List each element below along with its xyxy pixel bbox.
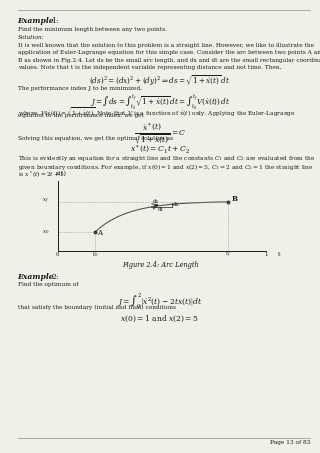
Text: Example: Example — [18, 17, 54, 25]
Text: $t_f$: $t_f$ — [225, 250, 231, 260]
Text: $x(0) = 1$ and $x(2) = 5$: $x(0) = 1$ and $x(2) = 5$ — [120, 313, 200, 324]
Text: $t_0$: $t_0$ — [92, 250, 98, 259]
Text: $J = \int ds = \int_{t_0}^{t_f} \sqrt{1 + \dot{x}(t)}\,dt = \int_{t_0}^{t_f} V(\: $J = \int ds = \int_{t_0}^{t_f} \sqrt{1 … — [90, 93, 230, 112]
Text: ds: ds — [153, 199, 159, 204]
Text: that satisfy the boundary (initial and final) conditions: that satisfy the boundary (initial and f… — [18, 305, 176, 310]
Text: $J = \int_0^2 \left[\dot{x}^2(t) - 2tx(t)\right] dt$: $J = \int_0^2 \left[\dot{x}^2(t) - 2tx(t… — [117, 291, 203, 311]
Text: Find the optimum of: Find the optimum of — [18, 282, 78, 287]
Text: A: A — [97, 229, 102, 237]
Text: Figure 2.4: Arc Length: Figure 2.4: Arc Length — [122, 261, 198, 269]
Text: The performance index J to be minimized,: The performance index J to be minimized, — [18, 86, 141, 91]
Text: dt: dt — [158, 207, 164, 212]
Text: $(ds)^2 = (dx)^2 + (dy)^2 \Rightarrow ds = \sqrt{1 + \dot{x}(t)}\,dt$: $(ds)^2 = (dx)^2 + (dy)^2 \Rightarrow ds… — [90, 74, 230, 88]
Text: given boundary conditions. For example, if $x(0) = 1$ and $x(2) = 5$, $C_1 = 2$ : given boundary conditions. For example, … — [18, 162, 313, 172]
Text: This is evidently an equation for a straight line and the constants $C_1$ and $C: This is evidently an equation for a stra… — [18, 154, 315, 164]
Text: application of Euler-Lagrange equation for this simple case. Consider the arc be: application of Euler-Lagrange equation f… — [18, 50, 320, 55]
Text: equation to the performance index, we get: equation to the performance index, we ge… — [18, 113, 143, 118]
Text: dx: dx — [173, 202, 179, 207]
Text: 0: 0 — [56, 252, 59, 257]
Text: Page 13 of 83: Page 13 of 83 — [270, 440, 310, 445]
Text: $\dfrac{\dot{x}^*(t)}{\sqrt{1 + \dot{x}(t)}} = C$: $\dfrac{\dot{x}^*(t)}{\sqrt{1 + \dot{x}(… — [134, 121, 186, 146]
Text: Solving this equation, we get the optimal solution as: Solving this equation, we get the optima… — [18, 136, 172, 141]
Text: 2:: 2: — [51, 273, 59, 281]
Text: values. Note that t is the independent variable representing distance and not ti: values. Note that t is the independent v… — [18, 65, 281, 70]
Text: Example: Example — [18, 273, 54, 281]
Text: is $x^*(t) = 2t + 1$.: is $x^*(t) = 2t + 1$. — [18, 169, 66, 179]
Text: 1: 1 — [264, 252, 267, 257]
Text: B: B — [231, 195, 237, 203]
Text: B as shown in Fig.2.4. Let ds be the small arc length, and dx and dt are the sma: B as shown in Fig.2.4. Let ds be the sma… — [18, 58, 320, 63]
Text: 1:: 1: — [51, 17, 59, 25]
Text: Find the minimum length between any two points.: Find the minimum length between any two … — [18, 27, 167, 32]
Text: $x_f$: $x_f$ — [42, 197, 49, 207]
Text: It is well known that the solution to this problem is a straight line. However, : It is well known that the solution to th… — [18, 43, 314, 48]
Text: x(t): x(t) — [56, 171, 67, 176]
Text: $x_0$: $x_0$ — [42, 228, 49, 236]
Text: $x^*(t) = C_1 t + C_2$: $x^*(t) = C_1 t + C_2$ — [130, 143, 190, 154]
Text: Solution:: Solution: — [18, 35, 44, 40]
Text: t: t — [278, 252, 281, 257]
Text: where, $V(\dot{x}(t)) = \sqrt{1 + \dot{x}(t)}$. Note that $V$ is a function of $: where, $V(\dot{x}(t)) = \sqrt{1 + \dot{x… — [18, 106, 295, 119]
